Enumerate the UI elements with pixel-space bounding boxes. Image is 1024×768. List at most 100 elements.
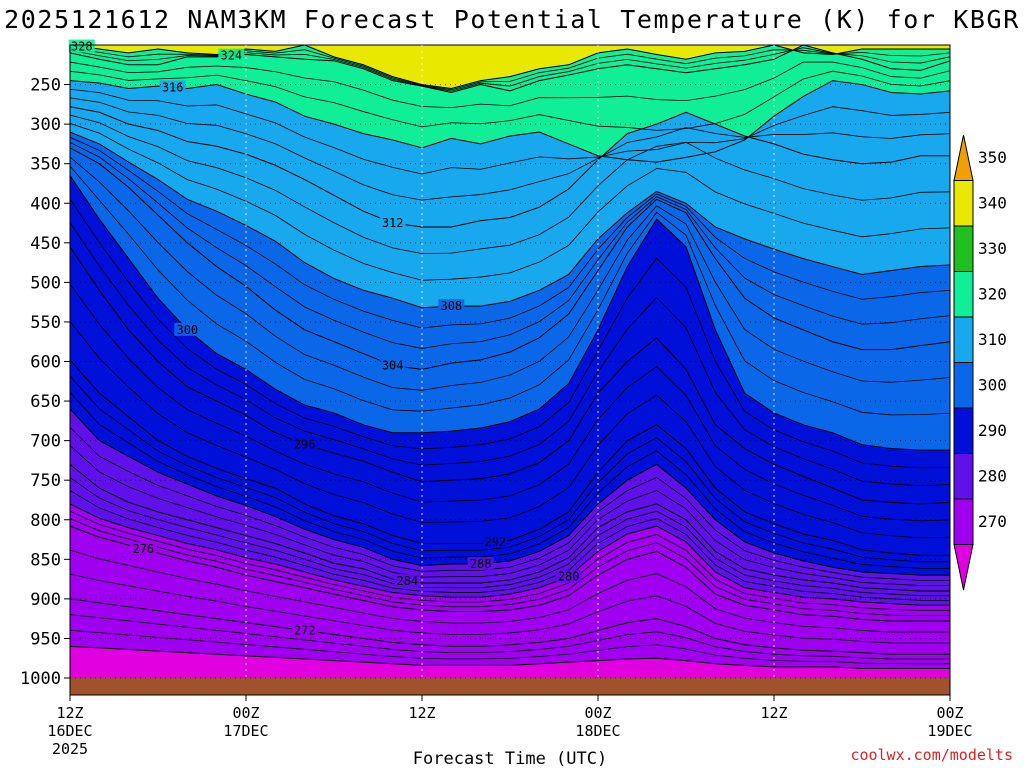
isentrope-minor-292-0 (70, 375, 950, 563)
colorbar-swatch-top (953, 134, 974, 181)
x-tick-date: 19DEC (927, 722, 972, 740)
colorbar-label: 330 (978, 239, 1007, 258)
isentrope-328 (70, 45, 950, 90)
y-tick-label: 700 (30, 432, 61, 452)
isentrope-minor-288-1 (70, 445, 950, 586)
isentrope-minor-288-0 (70, 426, 950, 581)
theta-band-top (70, 45, 950, 89)
isentrope-minor-276-0 (70, 549, 950, 633)
contour-label-324: 324 (220, 49, 242, 63)
isentrope-minor-284-0 (70, 477, 950, 597)
x-tick-label: 12Z (760, 704, 787, 722)
contour-label-bg-328 (68, 39, 95, 53)
ground-strip (70, 678, 950, 695)
isentrope-300 (70, 175, 950, 451)
isentrope-308 (70, 131, 950, 309)
colorbar-swatch (953, 453, 974, 500)
theta-band-308 (70, 132, 950, 370)
y-tick-label: 800 (30, 511, 61, 531)
contour-label-328: 328 (71, 40, 93, 54)
colorbar-label: 320 (978, 284, 1007, 303)
contour-label-276: 276 (132, 542, 154, 556)
isentrope-minor-300-0 (70, 198, 950, 469)
theta-band-272 (70, 598, 950, 669)
colorbar-label: 270 (978, 512, 1007, 531)
colorbar: 350 340 330 320 310 300 290 280 270 (953, 134, 1007, 591)
isentrope-284 (70, 463, 950, 592)
contour-label-bg-272 (291, 623, 318, 637)
y-tick-label: 350 (30, 155, 61, 175)
theta-band-312 (70, 106, 950, 308)
isentrope-minor-328-1 (70, 47, 950, 92)
isentrope-minor-316-0 (70, 88, 950, 175)
isentrope-minor-308-1 (70, 142, 950, 349)
x-tick-date: 17DEC (223, 722, 268, 740)
isentrope-minor-324-0 (70, 61, 950, 109)
isentrope-316 (70, 80, 950, 163)
contour-label-bg-312 (379, 216, 406, 230)
contour-label-308: 308 (440, 299, 462, 313)
contour-label-288: 288 (470, 557, 492, 571)
contour-label-296: 296 (294, 438, 316, 452)
isentrope-312 (70, 106, 950, 228)
isentrope-280 (70, 503, 950, 606)
x-tick-date: 18DEC (575, 722, 620, 740)
colorbar-swatch (953, 271, 974, 318)
contour-label-304: 304 (382, 358, 404, 372)
colorbar-swatch (953, 407, 974, 454)
contour-label-bg-308 (438, 299, 465, 313)
theta-band-284 (70, 464, 950, 606)
theta-band-300 (70, 175, 950, 504)
theta-band-276 (70, 526, 950, 655)
grid-lines (70, 45, 950, 679)
contour-label-272: 272 (294, 624, 316, 638)
isentrope-minor-312-1 (70, 123, 950, 281)
x-tick-label: 00Z (232, 704, 259, 722)
colorbar-label: 350 (978, 148, 1007, 167)
y-tick-label: 850 (30, 550, 61, 570)
colorbar-swatch (953, 225, 974, 272)
contour-label-bg-300 (174, 322, 201, 336)
chart-title: 2025121612 NAM3KM Forecast Potential Tem… (4, 5, 1020, 34)
isentrope-304 (70, 147, 950, 370)
y-tick-label: 500 (30, 273, 61, 293)
colorbar-label: 290 (978, 421, 1007, 440)
plot-frame (69, 44, 951, 696)
contour-label-312: 312 (382, 216, 404, 230)
colorbar-swatch (953, 362, 974, 409)
colorbar-swatch (953, 316, 974, 363)
colorbar-label: 310 (978, 330, 1007, 349)
isentrope-minor-276-1 (70, 573, 950, 644)
contour-label-bg-284 (394, 574, 421, 588)
y-tick-label: 450 (30, 234, 61, 254)
isentrope-minor-284-1 (70, 490, 950, 601)
isentrope-268 (70, 645, 950, 670)
y-tick-label: 950 (30, 629, 61, 649)
contour-label-292: 292 (484, 535, 506, 549)
isentrope-minor-292-1 (70, 392, 950, 569)
contour-labels: 328 324 316 312 308 304 300 296 292 288 284 280 276 2… (68, 39, 582, 638)
isentrope-296 (70, 246, 950, 505)
isentrope-minor-324-1 (70, 70, 950, 131)
contour-label-bg-280 (555, 569, 582, 583)
isentrope-minor-272-0 (70, 614, 950, 660)
isentrope-292 (70, 359, 950, 556)
theta-band-292 (70, 359, 950, 576)
y-tick-label: 300 (30, 115, 61, 135)
colorbar-label: 340 (978, 193, 1007, 212)
contour-label-300: 300 (176, 323, 198, 337)
contour-label-bg-296 (291, 437, 318, 451)
isentrope-272 (70, 598, 950, 655)
contour-label-bg-276 (130, 542, 157, 556)
isentrope-minor-296-1 (70, 321, 950, 539)
isentrope-276 (70, 525, 950, 622)
isentrope-324 (70, 45, 950, 93)
contour-label-284: 284 (396, 574, 418, 588)
isentrope-minor-304-1 (70, 165, 950, 416)
y-tick-label: 550 (30, 313, 61, 333)
isentrope-lines (70, 45, 950, 670)
isentrope-minor-296-0 (70, 283, 950, 522)
contour-label-bg-288 (467, 557, 494, 571)
